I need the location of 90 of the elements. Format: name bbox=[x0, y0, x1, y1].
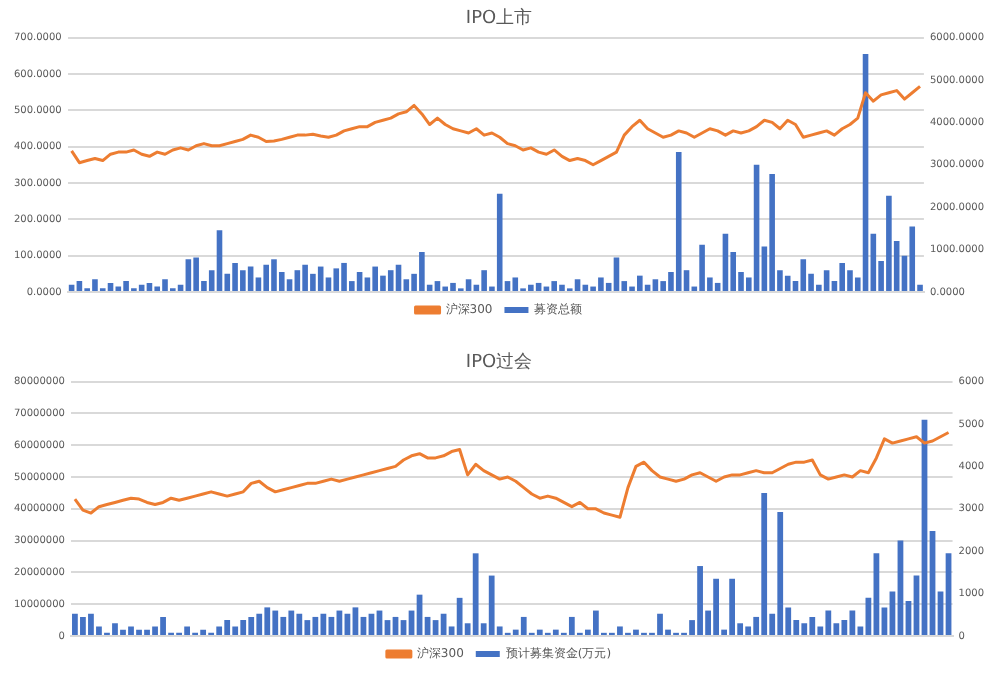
bar bbox=[80, 616, 86, 635]
bar bbox=[637, 275, 643, 291]
bar bbox=[472, 553, 479, 635]
bar bbox=[240, 270, 246, 291]
bar bbox=[520, 616, 527, 635]
bar bbox=[302, 264, 308, 291]
bar bbox=[528, 284, 534, 291]
bar bbox=[633, 629, 639, 635]
bar bbox=[280, 616, 287, 635]
bar bbox=[769, 173, 775, 291]
bar bbox=[598, 277, 604, 291]
bar bbox=[488, 575, 495, 635]
bar bbox=[823, 270, 830, 291]
bar bbox=[372, 266, 378, 291]
bar bbox=[559, 284, 565, 291]
bar bbox=[419, 252, 425, 291]
bar bbox=[264, 607, 271, 635]
bar bbox=[512, 277, 519, 291]
bar bbox=[304, 620, 311, 635]
bar bbox=[200, 629, 207, 635]
bar bbox=[312, 616, 319, 635]
bar bbox=[729, 578, 736, 635]
bar bbox=[593, 610, 599, 635]
bar bbox=[193, 257, 199, 291]
bar bbox=[713, 578, 719, 635]
bar bbox=[809, 616, 816, 635]
bar bbox=[333, 268, 340, 291]
bar bbox=[184, 626, 190, 635]
bar bbox=[613, 257, 620, 291]
bar bbox=[450, 282, 456, 291]
bar bbox=[356, 272, 363, 291]
bar bbox=[697, 566, 703, 635]
bar bbox=[849, 610, 856, 635]
bar bbox=[387, 270, 394, 291]
bar bbox=[310, 273, 316, 291]
bar bbox=[272, 610, 279, 635]
bar bbox=[456, 597, 463, 635]
bar bbox=[232, 262, 238, 291]
bar bbox=[92, 279, 98, 291]
bar bbox=[777, 511, 784, 635]
bar bbox=[909, 226, 916, 291]
bar bbox=[144, 629, 150, 635]
bar bbox=[839, 262, 845, 291]
bar bbox=[825, 610, 832, 635]
bar bbox=[699, 244, 705, 291]
bar bbox=[800, 259, 807, 291]
bar bbox=[657, 613, 663, 635]
bar bbox=[341, 262, 347, 291]
bar bbox=[296, 613, 303, 635]
bar bbox=[160, 616, 166, 635]
bar bbox=[256, 613, 263, 635]
bar bbox=[162, 279, 168, 291]
bar bbox=[568, 616, 575, 635]
bar bbox=[185, 259, 192, 291]
bar bbox=[552, 629, 559, 635]
bar bbox=[216, 626, 223, 635]
bar bbox=[128, 626, 134, 635]
bar bbox=[120, 629, 126, 635]
bar bbox=[784, 275, 791, 291]
bar bbox=[574, 279, 581, 291]
bar bbox=[801, 623, 808, 635]
bar bbox=[112, 623, 118, 635]
bar bbox=[761, 492, 768, 635]
bar bbox=[88, 613, 94, 635]
bar bbox=[136, 629, 142, 635]
bar bbox=[536, 629, 543, 635]
bar bbox=[551, 281, 557, 291]
bar bbox=[224, 620, 231, 635]
bar bbox=[320, 613, 327, 635]
bar bbox=[240, 620, 247, 635]
bar bbox=[465, 279, 472, 291]
bar bbox=[617, 626, 623, 635]
bar bbox=[675, 152, 682, 291]
bar bbox=[652, 279, 659, 291]
bar bbox=[294, 270, 301, 291]
chart-title: IPO上市 bbox=[465, 7, 533, 30]
bar bbox=[434, 281, 441, 291]
bar bbox=[380, 275, 386, 291]
bar bbox=[288, 610, 295, 635]
bar bbox=[72, 613, 78, 635]
bar bbox=[886, 195, 892, 291]
chart-title: IPO过会 bbox=[465, 351, 533, 374]
bar bbox=[271, 259, 277, 291]
bar bbox=[232, 626, 239, 635]
bar bbox=[248, 616, 255, 635]
bar bbox=[481, 270, 487, 291]
bar bbox=[847, 270, 853, 291]
bar bbox=[263, 264, 269, 291]
bar bbox=[123, 281, 129, 291]
bar bbox=[496, 193, 503, 291]
